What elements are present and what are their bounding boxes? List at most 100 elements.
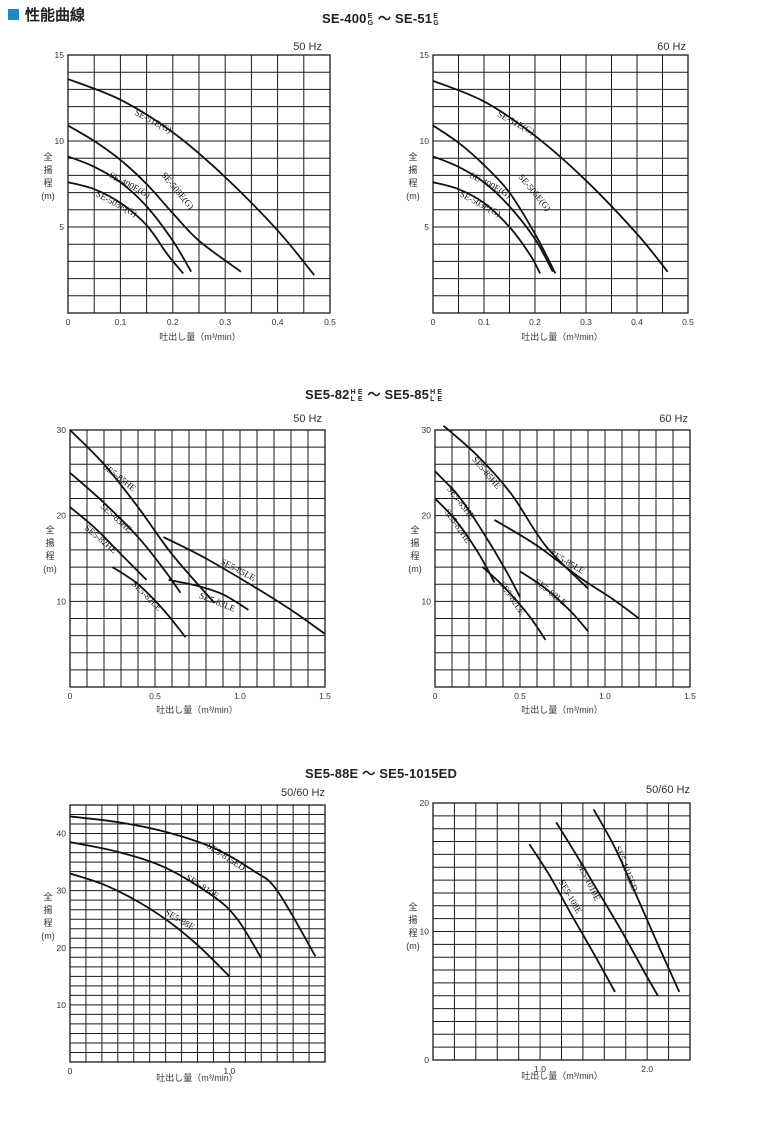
curve-se-51e-g-	[67, 78, 315, 276]
chart-grid	[70, 805, 325, 1062]
x-tick-label: 0.4	[272, 317, 284, 327]
curve-se-503e-g-	[432, 181, 541, 274]
curve-se5-815ed	[69, 815, 317, 957]
curve-se-51e-g-	[432, 79, 669, 273]
chart-grid	[433, 55, 688, 313]
x-tick-label: 2.0	[641, 1064, 653, 1074]
curve-se5-1015ed	[592, 808, 681, 993]
x-tick-label: 1.5	[319, 691, 331, 701]
y-axis-label: 揚	[43, 904, 52, 915]
y-tick-label: 40	[57, 829, 67, 839]
y-tick-label: 20	[57, 943, 67, 953]
curve-se-400e-g-	[67, 155, 192, 273]
y-tick-label: 10	[420, 927, 430, 937]
y-axis-label: 程	[408, 178, 417, 188]
group-title-2-sep: ～	[363, 387, 385, 402]
sub-l: L	[430, 395, 435, 403]
x-tick-label: 1.0	[234, 691, 246, 701]
frequency-label: 50 Hz	[293, 413, 322, 425]
y-axis-label: 揚	[410, 537, 419, 548]
curve-se-503e-g-	[67, 181, 184, 275]
x-tick-label: 1.0	[534, 1064, 546, 1074]
sub-g: G	[367, 19, 374, 27]
chart-5: 0 1.0 10 20 30 40 全揚程 (m) 吐出し量（m³/min） 50/60 Hz SE…	[41, 787, 326, 1083]
frequency-label: 60 Hz	[659, 413, 688, 425]
y-tick-label: 10	[55, 136, 65, 146]
y-axis-label: 程	[408, 928, 417, 938]
curve-se5-83he	[434, 470, 521, 598]
curve-label: SE5-82HE	[83, 523, 120, 556]
x-tick-label: 0.5	[149, 691, 161, 701]
y-tick-label: 10	[422, 596, 432, 606]
x-tick-label: 0.5	[324, 317, 336, 327]
y-axis-label: (m)	[41, 931, 55, 941]
curve-label: SE5-85HE	[101, 461, 138, 493]
y-tick-label: 10	[57, 1000, 67, 1010]
chart-frame	[434, 429, 691, 688]
y-axis-label: 程	[410, 551, 419, 561]
y-axis-label: 全	[43, 151, 52, 162]
group-title-2-part-b: SE5-85	[384, 387, 430, 402]
x-tick-label: 0.4	[631, 317, 643, 327]
curve-se5-88e	[69, 872, 231, 977]
curve-label: SE5-1015ED	[613, 845, 640, 894]
group-title-1-part-a: SE-400	[322, 11, 367, 26]
curve-se-505e-g-	[432, 124, 557, 274]
curve-label: SE5-82LE	[497, 579, 527, 616]
curve-se5-810e	[69, 841, 263, 959]
curve-se5-82he	[69, 506, 148, 581]
x-axis-label: 吐出し量（m³/min）	[521, 331, 603, 342]
x-tick-label: 1.0	[599, 691, 611, 701]
y-axis-label: 全	[410, 524, 419, 535]
y-axis-label: 程	[43, 178, 52, 188]
frequency-label: 50/60 Hz	[646, 784, 690, 796]
x-tick-label: 0	[433, 691, 438, 701]
group-title-2: SE5-82 H L E E ～ SE5-85 H L E E	[305, 384, 443, 403]
section-marker-icon	[8, 9, 19, 20]
y-axis-label: 揚	[408, 914, 417, 925]
x-tick-label: 0.5	[682, 317, 694, 327]
y-tick-label: 15	[420, 50, 430, 60]
chart-1: 0 0.1 0.2 0.3 0.4 0.5 5 10 15 全揚程 (m) 吐出し量（m³/min） 5…	[41, 41, 336, 342]
y-tick-label: 20	[420, 798, 430, 808]
x-axis-label: 吐出し量（m³/min）	[521, 1070, 603, 1081]
y-axis-label: (m)	[406, 941, 420, 951]
curve-label: SE-51E(G)	[496, 109, 536, 137]
y-axis-label: (m)	[43, 564, 57, 574]
group-title-2-part-a: SE5-82	[305, 387, 350, 402]
curve-se5-82le	[111, 566, 187, 638]
y-tick-label: 0	[424, 1055, 429, 1065]
x-tick-label: 0.1	[478, 317, 490, 327]
x-tick-label: 1.5	[684, 691, 696, 701]
x-axis-label: 吐出し量（m³/min）	[521, 704, 603, 715]
curve-label: SE-51E(G)	[133, 107, 173, 135]
y-axis-label: (m)	[41, 191, 55, 201]
y-tick-label: 20	[57, 511, 67, 521]
y-axis-label: 揚	[43, 164, 52, 175]
y-tick-label: 15	[55, 50, 65, 60]
chart-frame	[69, 429, 326, 688]
y-tick-label: 10	[57, 596, 67, 606]
curve-se5-108e	[528, 843, 616, 993]
x-tick-label: 1.0	[223, 1066, 235, 1076]
curve-label: SE5-810E	[184, 872, 221, 901]
x-tick-label: 0.2	[167, 317, 179, 327]
chart-6: 1.0 2.0 0 10 20 全揚程 (m) 吐出し量（m³/min） 50/60 Hz SE5…	[406, 784, 691, 1081]
curve-label: SE-503E(G)	[94, 189, 138, 219]
chart-3: 0 0.5 1.0 1.5 10 20 30 全揚程 (m) 吐出し量（m³/min） 50 Hz S…	[43, 413, 331, 715]
sub-e: E	[433, 12, 439, 20]
sub-e: E	[367, 12, 373, 20]
sub-l: L	[350, 395, 356, 403]
x-tick-label: 0.5	[514, 691, 526, 701]
chart-grid	[433, 803, 690, 1060]
curve-se5-85he	[69, 429, 216, 604]
chart-grid	[68, 55, 330, 313]
x-tick-label: 0	[68, 1066, 73, 1076]
curve-se5-85le	[163, 536, 326, 635]
group-title-3: SE5-88E ～ SE5-1015ED	[305, 763, 457, 782]
